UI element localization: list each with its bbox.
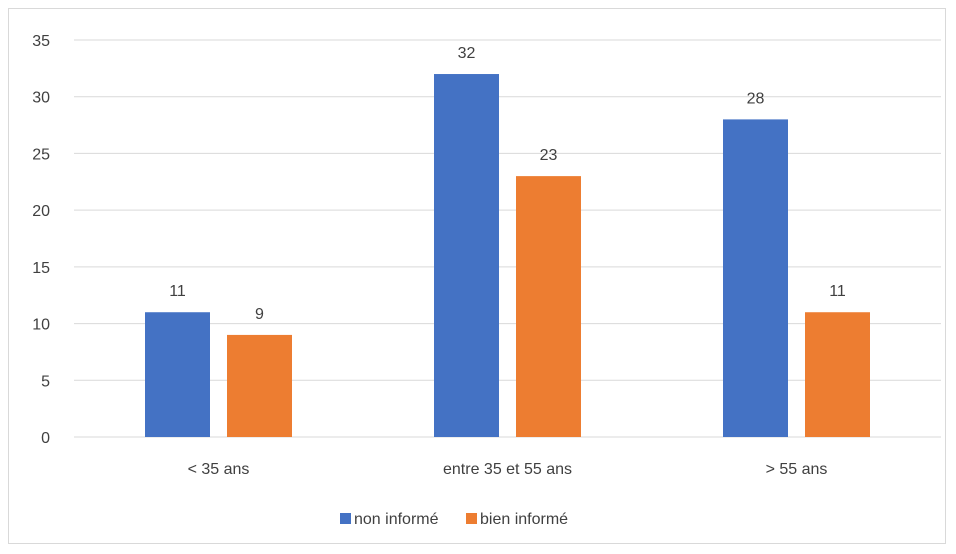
y-tick-label-15: 15 [32,260,50,277]
gridlines [74,39,941,438]
x-axis-categories: < 35 ans entre 35 et 55 ans > 55 ans [188,461,828,478]
bar-bien-inform-55-ans [805,312,870,437]
bar-non-inform-55-ans [723,119,788,438]
legend-label-non-inform: non informé [354,511,439,528]
data-labels: 11 9 32 23 28 11 [169,45,846,323]
y-tick-label-25: 25 [32,146,50,163]
data-label-bien-inform-55-ans: 11 [829,283,846,300]
legend: non informé bien informé [340,511,568,528]
x-category-label-35-ans: < 35 ans [188,461,250,478]
y-tick-label-35: 35 [32,33,50,50]
y-tick-label-10: 10 [32,317,50,334]
bar-bien-inform-35-ans [227,334,292,437]
y-axis-ticks: 0 5 10 15 20 25 30 35 [32,33,50,447]
data-label-non-inform-55-ans: 28 [747,90,765,107]
bar-non-inform-entre-35-et-55-ans [434,74,499,438]
data-label-non-inform-entre-35-et-55-ans: 32 [458,45,476,62]
data-label-bien-inform-35-ans: 9 [255,306,264,323]
legend-swatch-non-inform [340,513,351,524]
legend-label-bien-inform: bien informé [480,511,568,528]
x-category-label-entre-35-et-55-ans: entre 35 et 55 ans [443,461,572,478]
y-tick-label-30: 30 [32,90,50,107]
bar-bien-inform-entre-35-et-55-ans [516,176,581,437]
y-tick-label-0: 0 [41,430,50,447]
bar-non-inform-35-ans [145,312,210,437]
legend-swatch-bien-inform [466,513,477,524]
data-label-bien-inform-entre-35-et-55-ans: 23 [540,147,558,164]
y-tick-label-5: 5 [41,373,50,390]
x-category-label-55-ans: > 55 ans [766,461,828,478]
bars [145,74,870,438]
y-tick-label-20: 20 [32,203,50,220]
data-label-non-inform-35-ans: 11 [169,283,186,300]
